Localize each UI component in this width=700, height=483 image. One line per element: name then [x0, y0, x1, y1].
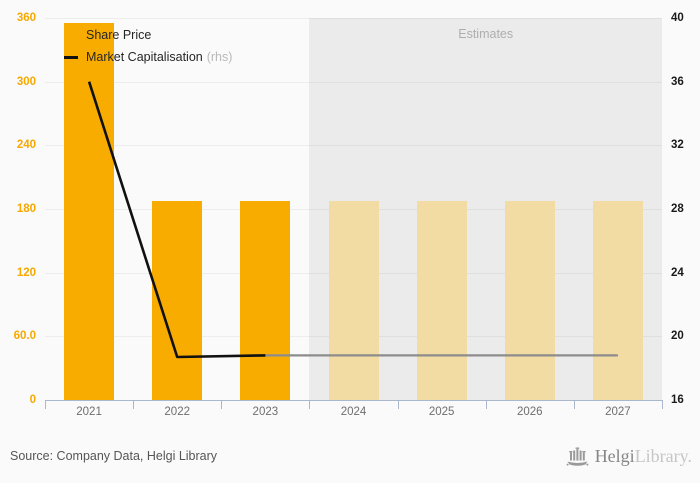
- left-axis-tick-180: 180: [16, 203, 36, 215]
- bar-2025: [416, 200, 467, 400]
- right-axis-tick-24: 24: [671, 266, 684, 279]
- share-price-swatch-icon: [64, 28, 78, 42]
- x-label-2021: 2021: [76, 406, 102, 418]
- x-axis-tick: [485, 400, 487, 409]
- x-label-2026: 2026: [516, 406, 543, 418]
- x-axis-line: [45, 400, 663, 401]
- x-axis-tick: [573, 400, 575, 409]
- x-label-2024: 2024: [340, 406, 367, 418]
- x-axis-tick: [397, 400, 399, 409]
- x-label-2025: 2025: [428, 406, 455, 418]
- bar-2022: [152, 200, 203, 400]
- gridline: [45, 18, 662, 19]
- left-axis-tick-120: 120: [16, 266, 36, 279]
- x-label-2027: 2027: [605, 406, 631, 418]
- x-axis-tick: [662, 400, 663, 409]
- bar-2023: [240, 200, 291, 400]
- bar-2027: [592, 200, 643, 400]
- bar-2024: [328, 200, 379, 400]
- x-axis-tick: [309, 400, 311, 409]
- x-axis-tick: [45, 400, 46, 409]
- left-axis-tick-60.0: 60.0: [13, 330, 36, 343]
- x-label-2023: 2023: [252, 406, 279, 418]
- legend-item-share-price: Share Price: [64, 24, 232, 46]
- left-axis-tick-240: 240: [16, 139, 36, 152]
- line-actual-segment: [87, 81, 266, 359]
- market-cap-line: [87, 81, 618, 359]
- estimates-label: Estimates: [458, 27, 514, 41]
- right-axis-tick-28: 28: [671, 203, 684, 215]
- source-text: Source: Company Data, Helgi Library: [10, 449, 218, 463]
- right-axis-tick-40: 40: [671, 12, 684, 24]
- helgi-library-logo: Helgi Library.: [565, 443, 692, 469]
- x-label-2022: 2022: [164, 406, 190, 418]
- market-cap-line-swatch-icon: [64, 55, 78, 59]
- logo-text-helgi: Helgi: [594, 446, 635, 466]
- right-axis-tick-16: 16: [671, 394, 684, 406]
- legend-item-market-cap: Market Capitalisation (rhs): [64, 46, 232, 68]
- bar-2021: [64, 23, 115, 400]
- legend: Share Price Market Capitalisation (rhs): [64, 24, 232, 68]
- legend-label-market-cap: Market Capitalisation: [86, 50, 203, 64]
- gridline: [45, 145, 662, 147]
- left-axis-tick-300: 300: [16, 75, 36, 88]
- logo-text-library: Library.: [634, 446, 692, 466]
- legend-label-share-price: Share Price: [86, 28, 152, 42]
- legend-label-rhs-suffix: (rhs): [206, 50, 233, 64]
- x-axis-tick: [133, 400, 135, 409]
- right-axis-tick-20: 20: [671, 330, 684, 343]
- right-axis-tick-32: 32: [671, 139, 684, 152]
- left-axis-tick-0: 0: [29, 394, 36, 406]
- plot-area: Estimates: [45, 18, 662, 400]
- bar-2026: [504, 200, 555, 400]
- left-axis-tick-360: 360: [16, 12, 36, 24]
- x-axis-tick: [221, 400, 223, 409]
- gridline: [45, 81, 662, 83]
- helgi-library-logo-icon: [566, 447, 589, 466]
- right-axis-tick-36: 36: [671, 75, 684, 88]
